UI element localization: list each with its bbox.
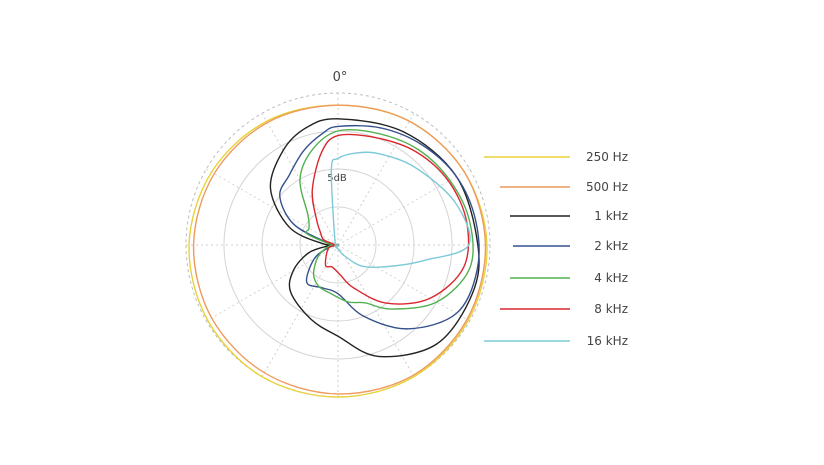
- grid-spoke: [206, 244, 339, 322]
- series-line-8-khz: [311, 133, 470, 305]
- series-line-4-khz: [299, 129, 474, 310]
- series-line-16-khz: [330, 151, 471, 268]
- series-line-2-khz: [279, 124, 480, 330]
- grid-spoke: [337, 244, 415, 377]
- series-lines: [188, 104, 488, 398]
- legend-label-250-hz: 250 Hz: [586, 150, 628, 164]
- grid-spoke: [261, 244, 339, 377]
- legend-label-4-khz: 4 kHz: [594, 271, 628, 285]
- series-line-1-khz: [269, 118, 480, 358]
- series-line-500-hz: [192, 104, 487, 395]
- angle-label: 0°: [333, 70, 348, 85]
- grid-spoke: [337, 113, 415, 246]
- grid-ring: [299, 206, 377, 284]
- legend-label-500-hz: 500 Hz: [586, 180, 628, 194]
- legend-label-16-khz: 16 kHz: [587, 334, 628, 348]
- radial-label: 5dB: [327, 173, 347, 184]
- legend: 250 Hz 500 Hz 1 kHz 2 kHz 4 kHz 8 kHz 16 kHz: [484, 150, 628, 348]
- legend-label-1-khz: 1 kHz: [594, 209, 628, 223]
- legend-label-2-khz: 2 kHz: [594, 239, 628, 253]
- grid-spoke: [206, 168, 339, 246]
- grid-spoke: [337, 244, 470, 322]
- legend-label-8-khz: 8 kHz: [594, 302, 628, 316]
- grid-spoke: [337, 168, 470, 246]
- polar-grid: [185, 92, 491, 398]
